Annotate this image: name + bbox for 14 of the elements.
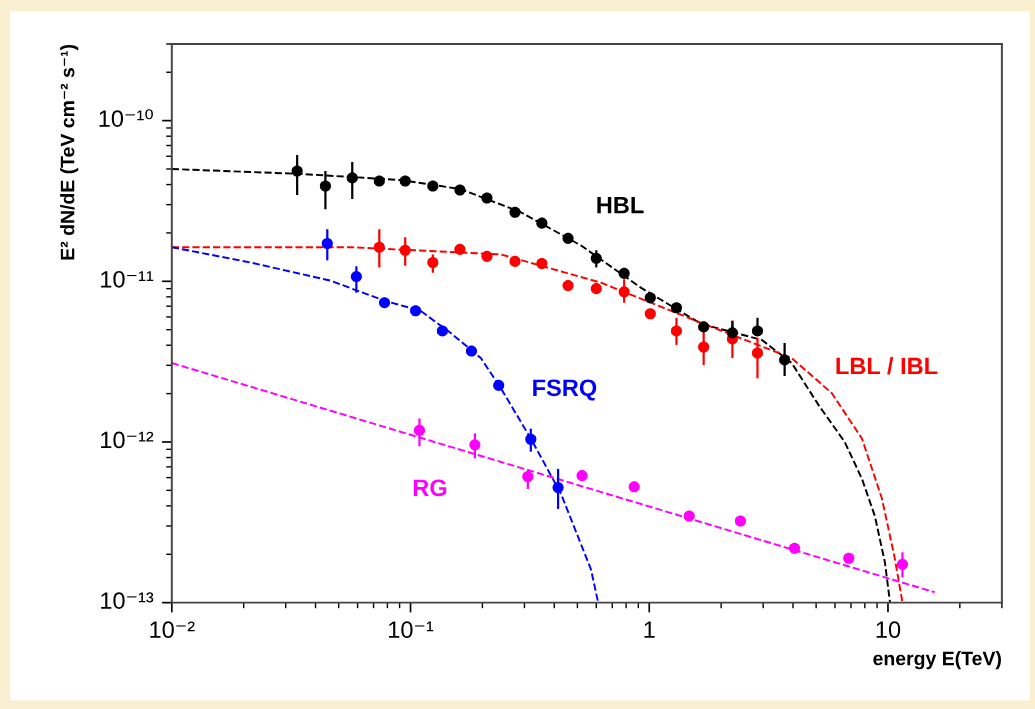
y-tick-label: 10⁻¹² — [101, 431, 154, 449]
y-tick-label: 10⁻¹¹ — [101, 270, 154, 288]
y-tick-label: 10⁻¹³ — [101, 592, 154, 609]
x-tick-label: 10 — [876, 621, 901, 639]
series-label: HBL — [597, 196, 644, 214]
text: LBL / IBL — [836, 356, 938, 375]
x-tick-label: 10⁻¹ — [389, 621, 434, 639]
y-axis-title: E² dN/dE (TeV cm⁻² s⁻¹) — [60, 44, 79, 260]
series-label: RG — [413, 479, 447, 497]
x-tick-label: 10⁻² — [150, 621, 195, 639]
x-tick-label: 1 — [644, 621, 655, 638]
y-tick-label: 10⁻¹⁰ — [99, 109, 153, 127]
x-axis-title: energy E(TeV) — [873, 651, 1001, 670]
series-label: FSRQ — [533, 379, 597, 401]
